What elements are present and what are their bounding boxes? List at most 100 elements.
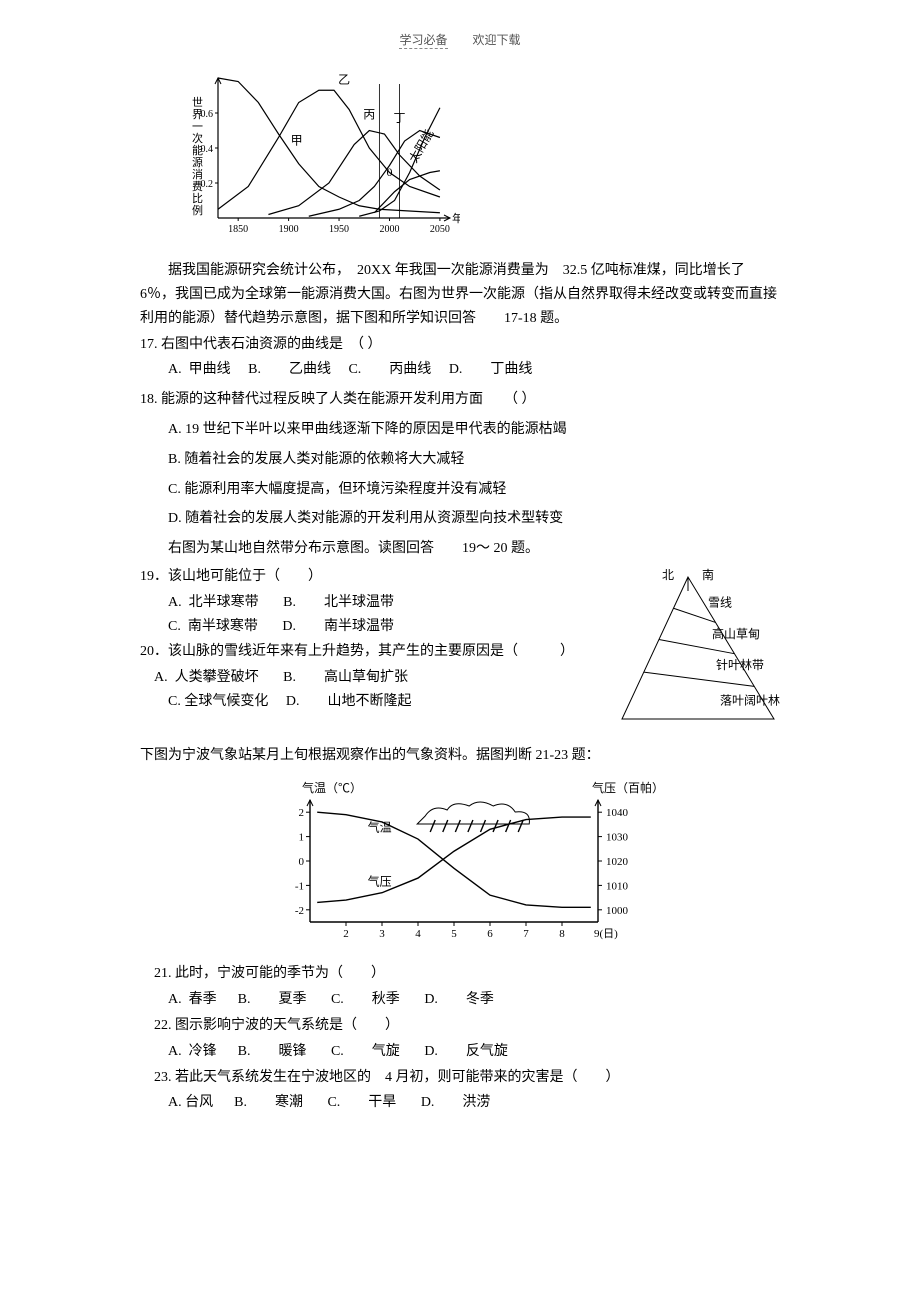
header-right: 欢迎下载 (473, 33, 521, 47)
q19-d: D. 南半球温带 (282, 615, 394, 639)
q22-a: A. 冷锋 (168, 1040, 217, 1064)
svg-text:1000: 1000 (606, 904, 629, 916)
q21-c: C. 秋季 (331, 988, 400, 1012)
svg-text:1040: 1040 (606, 807, 629, 819)
q22-options: A. 冷锋 B. 暖锋 C. 气旋 D. 反气旋 (168, 1040, 780, 1064)
q22-b: B. 暖锋 (238, 1040, 307, 1064)
q20-stem: 20．该山脉的雪线近年来有上升趋势，其产生的主要原因是（ ） (140, 640, 600, 664)
svg-text:1020: 1020 (606, 856, 629, 868)
q18-options: A. 19 世纪下半叶以来甲曲线逐渐下降的原因是甲代表的能源枯竭 B. 随着社会… (168, 418, 780, 531)
q23-a: A. 台风 (168, 1091, 213, 1115)
svg-text:1950: 1950 (329, 224, 349, 235)
mountain-intro: 右图为某山地自然带分布示意图。读图回答 19～ 20 题。 (168, 537, 780, 561)
q21-options: A. 春季 B. 夏季 C. 秋季 D. 冬季 (168, 988, 780, 1012)
svg-text:比: 比 (192, 192, 203, 205)
weather-chart: 气温（℃）气压（百帕）-2-10121000101010201030104023… (140, 774, 780, 953)
q21-a: A. 春季 (168, 988, 217, 1012)
q21-stem: 21. 此时，宁波可能的季节为（ ） (154, 962, 780, 986)
svg-text:雪线: 雪线 (708, 596, 732, 610)
svg-text:0: 0 (299, 856, 305, 868)
svg-text:气压: 气压 (368, 873, 392, 888)
q17-a: A. 甲曲线 (168, 358, 231, 382)
energy-chart: 世界一次能源消费比例0.20.40.618501900195020002050年… (180, 70, 780, 249)
mountain-block: 19．该山地可能位于（ ） A. 北半球寒带 B. 北半球温带 C. 南半球寒带… (140, 563, 780, 742)
svg-text:0.2: 0.2 (201, 179, 214, 190)
q20-row2: C. 全球气候变化 D. 山地不断隆起 (168, 690, 600, 714)
svg-text:-1: -1 (295, 880, 304, 892)
svg-text:0: 0 (386, 165, 392, 179)
svg-text:高山草甸: 高山草甸 (712, 626, 760, 641)
svg-text:气压（百帕）: 气压（百帕） (592, 780, 664, 795)
q19-c: C. 南半球寒带 (168, 615, 258, 639)
svg-text:太阳能: 太阳能 (405, 127, 436, 166)
q17-b: B. 乙曲线 (248, 358, 331, 382)
svg-text:1: 1 (299, 831, 305, 843)
q19-row2: C. 南半球寒带 D. 南半球温带 (168, 615, 600, 639)
svg-text:5: 5 (451, 928, 457, 940)
svg-text:8: 8 (559, 928, 565, 940)
q17-stem: 17. 右图中代表石油资源的曲线是 （ ） (140, 333, 780, 357)
q19-row1: A. 北半球寒带 B. 北半球温带 (168, 591, 600, 615)
q17-options: A. 甲曲线 B. 乙曲线 C. 丙曲线 D. 丁曲线 (168, 358, 780, 382)
svg-text:1900: 1900 (279, 224, 299, 235)
svg-text:丙: 丙 (363, 108, 375, 122)
svg-text:乙: 乙 (338, 73, 350, 87)
q19-a: A. 北半球寒带 (168, 591, 259, 615)
svg-text:1850: 1850 (228, 224, 248, 235)
svg-text:甲: 甲 (291, 134, 303, 148)
q17-c: C. 丙曲线 (348, 358, 431, 382)
q21-d: D. 冬季 (424, 988, 494, 1012)
q22-c: C. 气旋 (331, 1040, 400, 1064)
q18-a: A. 19 世纪下半叶以来甲曲线逐渐下降的原因是甲代表的能源枯竭 (168, 418, 780, 442)
q20-c: C. 全球气候变化 (168, 690, 268, 714)
q22-stem: 22. 图示影响宁波的天气系统是（ ） (154, 1014, 780, 1038)
q17-d: D. 丁曲线 (449, 358, 533, 382)
q19-b: B. 北半球温带 (283, 591, 394, 615)
q18-b: B. 随着社会的发展人类对能源的依赖将大大减轻 (168, 448, 780, 472)
chart2-intro: 下图为宁波气象站某月上旬根据观察作出的气象资料。据图判断 21-23 题： (140, 744, 780, 768)
svg-text:2050: 2050 (430, 224, 450, 235)
svg-text:0.6: 0.6 (201, 109, 214, 120)
svg-text:次: 次 (192, 131, 203, 145)
q23-stem: 23. 若此天气系统发生在宁波地区的 4 月初，则可能带来的灾害是（ ） (154, 1066, 780, 1090)
svg-text:6: 6 (487, 928, 493, 940)
svg-text:世: 世 (192, 96, 203, 109)
q23-c: C. 干旱 (327, 1091, 396, 1115)
svg-text:气温: 气温 (368, 819, 392, 834)
svg-text:年代: 年代 (452, 211, 460, 225)
header-left: 学习必备 (399, 33, 447, 49)
q20-b: B. 高山草甸扩张 (283, 666, 408, 690)
intro-paragraph: 据我国能源研究会统计公布， 20XX 年我国一次能源消费量为 32.5 亿吨标准… (140, 259, 780, 330)
q23-b: B. 寒潮 (234, 1091, 303, 1115)
svg-text:1030: 1030 (606, 831, 629, 843)
q20-row1: A. 人类攀登破坏 B. 高山草甸扩张 (154, 666, 600, 690)
svg-text:2: 2 (299, 807, 305, 819)
svg-text:2: 2 (343, 928, 349, 940)
svg-text:南: 南 (702, 567, 714, 582)
svg-text:一: 一 (192, 121, 203, 133)
svg-text:北: 北 (662, 568, 674, 582)
q23-d: D. 洪涝 (421, 1091, 491, 1115)
q23-options: A. 台风 B. 寒潮 C. 干旱 D. 洪涝 (168, 1091, 780, 1115)
svg-text:源: 源 (192, 155, 203, 169)
svg-text:1010: 1010 (606, 880, 629, 892)
q18-d: D. 随着社会的发展人类对能源的开发利用从资源型向技术型转变 (168, 507, 780, 531)
q18-c: C. 能源利用率大幅度提高，但环境污染程度并没有减轻 (168, 478, 780, 502)
q18-stem: 18. 能源的这种替代过程反映了人类在能源开发利用方面 （ ） (140, 388, 780, 412)
mountain-diagram: 北 南雪线高山草甸针叶林带落叶阔叶林带 (610, 563, 780, 742)
svg-text:落叶阔叶林带: 落叶阔叶林带 (720, 693, 780, 707)
svg-text:7: 7 (523, 928, 529, 940)
q22-d: D. 反气旋 (424, 1040, 508, 1064)
svg-text:4: 4 (415, 928, 421, 940)
svg-text:针叶林带: 针叶林带 (716, 657, 764, 672)
q21-b: B. 夏季 (238, 988, 307, 1012)
svg-text:3: 3 (379, 928, 385, 940)
q20-a: A. 人类攀登破坏 (154, 666, 259, 690)
svg-text:2000: 2000 (379, 224, 399, 235)
q20-d: D. 山地不断隆起 (286, 690, 412, 714)
q19-stem: 19．该山地可能位于（ ） (140, 565, 600, 589)
svg-text:-2: -2 (295, 904, 304, 916)
page: 学习必备 欢迎下载 世界一次能源消费比例0.20.40.618501900195… (0, 0, 920, 1155)
svg-text:例: 例 (192, 203, 203, 217)
page-header: 学习必备 欢迎下载 (140, 30, 780, 50)
